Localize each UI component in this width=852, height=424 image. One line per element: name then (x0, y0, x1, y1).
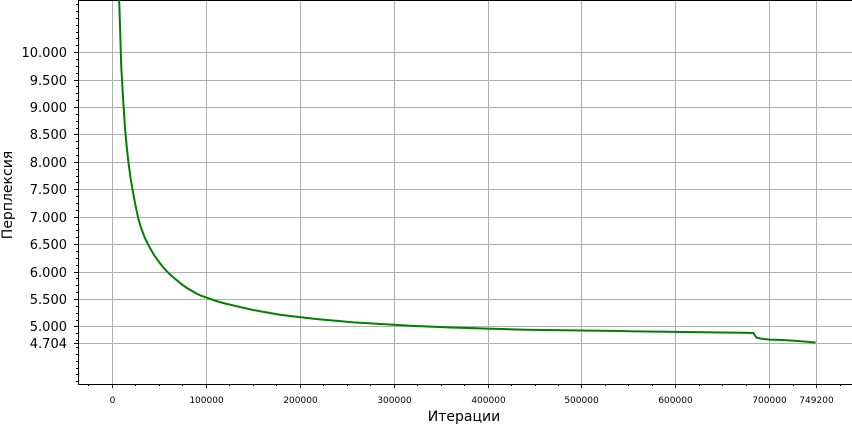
y-tick-label: 8.500 (30, 128, 67, 143)
x-tick-label: 600000 (658, 396, 693, 406)
y-axis-label: Перплексия (0, 151, 16, 239)
x-axis-label: Итерации (428, 409, 500, 424)
x-tick-label: 749200 (799, 396, 834, 406)
grid-lines (78, 0, 852, 384)
x-tick-label: 700000 (752, 396, 787, 406)
y-tick-label: 4.704 (30, 337, 67, 352)
y-axis-ticks: 4.704 5.000 5.500 6.000 6.500 7.000 7.500 8.000… (22, 4, 78, 382)
y-tick-label: 9.500 (30, 74, 67, 89)
x-tick-label: 400000 (471, 396, 506, 406)
x-tick-label: 300000 (377, 396, 412, 406)
x-axis-ticks: 0 100000 200000 300000 400000 500000 600000 700… (88, 384, 841, 406)
series-lines (118, 0, 816, 344)
y-tick-label: 6.000 (30, 266, 67, 281)
y-tick-label: 5.000 (30, 320, 67, 335)
x-tick-label: 200000 (283, 396, 318, 406)
y-tick-label: 7.000 (30, 211, 67, 226)
y-tick-label: 7.500 (30, 183, 67, 198)
x-tick-label: 0 (110, 396, 116, 406)
x-tick-label: 500000 (564, 396, 599, 406)
x-tick-label: 100000 (189, 396, 224, 406)
y-tick-label: 9.000 (30, 101, 67, 116)
y-tick-label: 5.500 (30, 293, 67, 308)
series-line (118, 0, 816, 344)
y-tick-label: 6.500 (30, 238, 67, 253)
y-tick-label: 10.000 (22, 46, 68, 61)
y-tick-label: 8.000 (30, 156, 67, 171)
